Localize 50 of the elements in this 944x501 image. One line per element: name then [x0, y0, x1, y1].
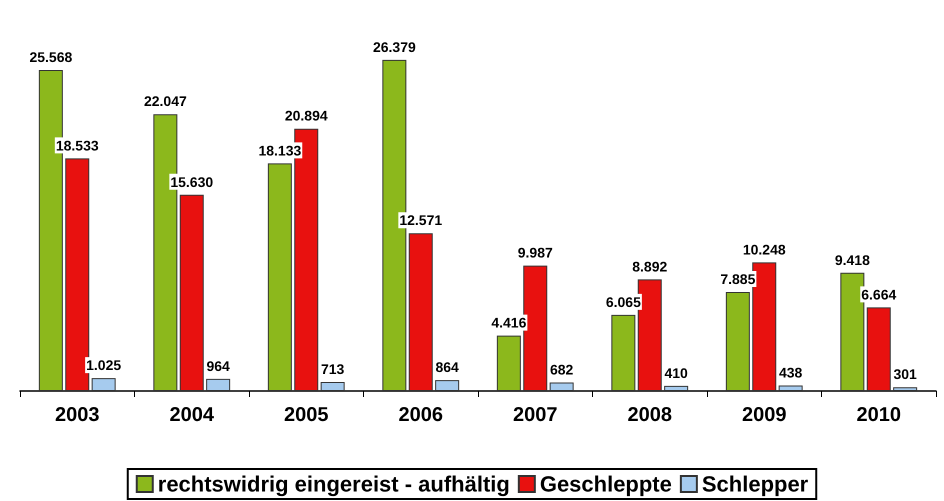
data-label: 6.065	[606, 294, 642, 310]
data-label: 682	[550, 361, 574, 378]
data-label: 7.885	[720, 271, 756, 288]
bar	[92, 378, 116, 391]
bar	[778, 386, 803, 391]
data-label: 301	[893, 366, 918, 382]
data-label: 4.416	[491, 314, 527, 331]
data-label: 12.571	[399, 212, 442, 228]
bar	[180, 194, 204, 391]
x-tick-label: 2005	[284, 404, 328, 426]
bar	[611, 314, 636, 391]
data-label: 1.025	[86, 357, 122, 374]
bar	[435, 380, 460, 391]
data-label: 964	[206, 358, 230, 374]
bar	[866, 307, 891, 391]
data-label: 26.379	[372, 38, 416, 55]
x-tick-label: 2007	[513, 404, 558, 426]
data-label: 15.630	[170, 174, 214, 190]
data-label: 9.987	[518, 244, 553, 261]
data-label: 410	[664, 364, 688, 381]
bar	[206, 378, 230, 391]
bar	[726, 292, 750, 391]
data-label: 9.418	[834, 252, 870, 268]
legend-label: Schlepper	[702, 472, 809, 496]
data-label: 10.248	[742, 241, 786, 258]
x-tick-label: 2008	[628, 404, 672, 426]
legend-label: Geschleppte	[540, 472, 672, 496]
data-label: 18.133	[258, 142, 302, 158]
bar	[496, 336, 521, 391]
x-tick-label: 2003	[55, 404, 100, 426]
data-label: 22.047	[144, 93, 187, 110]
data-label: 20.894	[284, 108, 328, 124]
x-tick-label: 2010	[856, 404, 901, 426]
x-tick-label: 2004	[170, 404, 215, 426]
data-label: 864	[435, 359, 460, 376]
bar	[550, 382, 574, 391]
data-label: 18.533	[56, 137, 99, 154]
bar	[664, 386, 688, 391]
x-tick-label: 2009	[742, 404, 786, 426]
data-label: 713	[320, 361, 345, 378]
x-tick-label: 2006	[398, 404, 443, 426]
data-label: 25.568	[29, 49, 72, 66]
data-label: 6.664	[861, 286, 896, 302]
data-label: 438	[778, 364, 803, 380]
legend-label: rechtswidrig eingereist - aufhältig	[158, 472, 510, 496]
bar	[320, 382, 345, 391]
bar	[408, 233, 433, 391]
data-label: 8.892	[632, 258, 668, 274]
bar	[268, 163, 292, 391]
bar	[893, 387, 918, 391]
